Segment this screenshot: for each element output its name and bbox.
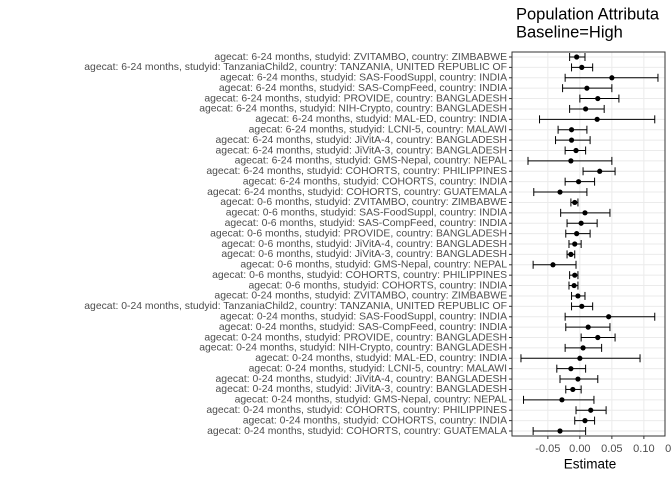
x-tick-label: 0.05 [601,443,622,455]
point [570,386,576,393]
point [557,189,563,195]
panel-border [511,51,666,437]
y-tick-label: agecat: 0-6 months, studyid: PROVIDE, co… [210,228,507,239]
point [595,95,601,102]
point [582,210,588,216]
y-tick-label: agecat: 6-24 months, studyid: COHORTS, c… [207,187,507,198]
y-tick-label: agecat: 0-24 months, studyid: GMS-Nepal,… [235,395,508,406]
point [571,282,577,289]
point [559,397,565,403]
y-tick-label: agecat: 0-6 months, studyid: COHORTS, co… [248,280,507,291]
y-tick-label: agecat: 0-6 months, studyid: GMS-Nepal, … [240,260,507,271]
y-tick-label: agecat: 6-24 months, studyid: TanzaniaCh… [84,62,507,73]
point [606,314,612,320]
x-tick-label: 0.10 [633,443,654,455]
point [588,407,594,413]
point [575,293,581,299]
y-tick-label: agecat: 0-6 months, studyid: ZVITAMBO, c… [220,197,507,208]
point [609,75,615,81]
point [572,272,578,278]
x-tick-label: 0.15 [665,443,672,455]
y-tick-label: agecat: 6-24 months, studyid: JiVitA-4, … [216,135,507,146]
y-tick-label: agecat: 0-24 months, studyid: ZVITAMBO, … [214,291,507,302]
y-tick-label: agecat: 6-24 months, studyid: SAS-FoodSu… [220,73,507,84]
chart-subtitle: Baseline=High [516,23,623,41]
y-tick-label: agecat: 6-24 months, studyid: GMS-Nepal,… [235,156,508,167]
y-tick-label: agecat: 0-6 months, studyid: SAS-CompFee… [225,218,507,229]
point [568,251,574,257]
y-tick-label: agecat: 0-24 months, studyid: COHORTS, c… [207,426,507,437]
point [579,303,585,309]
point [568,127,575,133]
y-tick-label: agecat: 6-24 months, studyid: PROVIDE, c… [204,93,507,104]
y-tick-label: agecat: 6-24 months, studyid: SAS-CompFe… [219,83,507,94]
x-axis-title: Estimate [564,457,617,472]
point [577,355,583,361]
y-tick-label: agecat: 0-24 months, studyid: PROVIDE, c… [204,332,507,343]
point [580,345,586,351]
point [568,137,575,143]
point [594,116,600,122]
y-tick-label: agecat: 6-24 months, studyid: MAL-ED, co… [255,114,507,125]
point [582,418,588,424]
y-tick-label: agecat: 0-24 months, studyid: MAL-ED, co… [255,353,507,364]
y-tick-label: agecat: 0-6 months, studyid: JiVitA-4, c… [221,239,507,250]
point [579,64,585,70]
point [583,106,589,112]
point [575,179,582,185]
panel [512,52,665,436]
y-tick-label: agecat: 0-24 months, studyid: LCNI-5, co… [249,363,507,374]
point [572,241,578,247]
y-tick-label: agecat: 0-6 months, studyid: JiVitA-3, c… [221,249,507,260]
y-tick-label: agecat: 0-24 months, studyid: TanzaniaCh… [84,301,507,312]
y-tick-label: agecat: 6-24 months, studyid: COHORTS, c… [243,176,507,187]
y-tick-label: agecat: 0-24 months, studyid: COHORTS, c… [206,405,507,416]
y-tick-label: agecat: 6-24 months, studyid: JiVitA-3, … [216,145,507,156]
point [572,199,578,206]
point [575,376,581,382]
y-tick-label: agecat: 0-24 months, studyid: JiVitA-3, … [216,384,507,395]
point [585,324,591,330]
y-tick-label: agecat: 0-24 months, studyid: COHORTS, c… [243,415,507,426]
chart-title: Population Attributa [516,5,660,23]
point [568,366,574,372]
y-tick-label: agecat: 0-6 months, studyid: SAS-FoodSup… [226,208,507,219]
point [584,85,590,91]
point [574,54,580,60]
y-tick-label: agecat: 0-24 months, studyid: JiVitA-4, … [216,374,507,385]
x-tick-label: -0.05 [535,443,560,455]
y-tick-label: agecat: 6-24 months, studyid: ZVITAMBO, … [214,52,507,63]
point [550,262,556,268]
x-tick-label: 0.00 [569,443,590,455]
y-tick-label: agecat: 0-24 months, studyid: SAS-FoodSu… [220,311,507,322]
y-tick-label: agecat: 0-6 months, studyid: COHORTS, co… [212,270,507,281]
y-tick-label: agecat: 6-24 months, studyid: NIH-Crypto… [199,104,507,115]
point [573,147,579,154]
point [574,231,580,237]
point [568,158,574,164]
y-tick-label: agecat: 0-24 months, studyid: SAS-CompFe… [219,322,507,333]
y-tick-label: agecat: 0-24 months, studyid: NIH-Crypto… [199,343,507,354]
point [595,334,601,341]
point [578,220,584,226]
y-tick-label: agecat: 6-24 months, studyid: LCNI-5, co… [249,124,507,135]
point [597,168,603,174]
y-tick-label: agecat: 6-24 months, studyid: COHORTS, c… [206,166,507,177]
point [557,428,563,434]
